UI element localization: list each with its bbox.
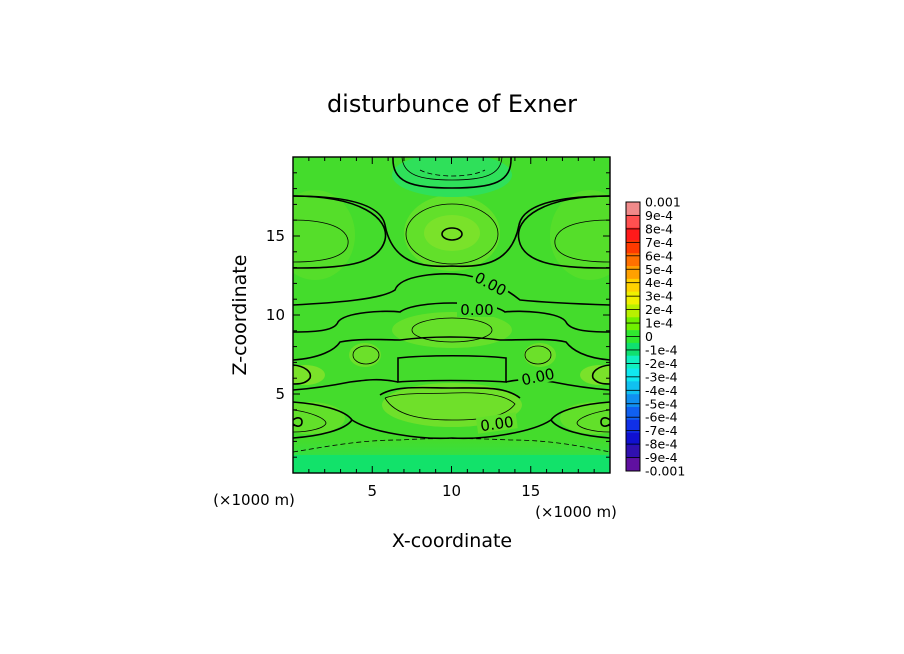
- x-tick-label: 10: [442, 482, 461, 500]
- colorbar-label: 2e-4: [645, 302, 673, 317]
- x-tick-label: 5: [367, 482, 377, 500]
- contour-field: [293, 157, 610, 473]
- contour-label: 0.00: [479, 413, 515, 435]
- colorbar-label: 9e-4: [645, 208, 673, 223]
- colorbar-label: -7e-4: [645, 423, 678, 438]
- colorbar-label: 4e-4: [645, 275, 673, 290]
- colorbar-label: -1e-4: [645, 342, 678, 357]
- colorbar-swatch: [626, 342, 640, 357]
- colorbar-label: -8e-4: [645, 437, 678, 452]
- y-unit-note: (×1000 m): [213, 491, 295, 509]
- colorbar-swatch: [626, 355, 640, 369]
- colorbar-label: -2e-4: [645, 356, 678, 371]
- colorbar-swatch: [626, 419, 640, 433]
- colorbar-label: 0: [645, 329, 653, 344]
- colorbar-label: 5e-4: [645, 262, 673, 277]
- colorbar-swatch: [626, 406, 640, 421]
- colorbar-swatch: [626, 368, 640, 382]
- colorbar-label: 3e-4: [645, 289, 673, 304]
- x-tick-label: 15: [521, 482, 540, 500]
- y-tick-label: 15: [266, 227, 285, 245]
- colorbar: 0.0019e-48e-47e-46e-45e-44e-43e-42e-41e-…: [625, 195, 685, 479]
- x-axis-ticks: 5 10 15: [308, 157, 595, 500]
- x-axis-label: X-coordinate: [392, 530, 512, 552]
- colorbar-swatch: [626, 291, 640, 305]
- colorbar-swatch: [626, 253, 640, 267]
- colorbar-label: -6e-4: [645, 410, 678, 425]
- colorbar-swatch: [626, 214, 640, 228]
- y-tick-label: 5: [275, 385, 285, 403]
- colorbar-swatch: [626, 432, 640, 446]
- y-axis-ticks: 5 10 15: [266, 172, 610, 458]
- chart-title: disturbunce of Exner: [327, 90, 577, 118]
- colorbar-swatch: [626, 304, 640, 318]
- colorbar-label: -0.001: [645, 464, 685, 479]
- colorbar-label: -3e-4: [645, 369, 678, 384]
- colorbar-label: 6e-4: [645, 248, 673, 263]
- colorbar-swatch: [626, 445, 640, 459]
- colorbar-swatch: [626, 317, 640, 331]
- colorbar-swatch: [626, 227, 640, 241]
- y-axis-label: Z-coordinate: [229, 255, 251, 376]
- colorbar-label: -9e-4: [645, 450, 678, 465]
- colorbar-label: 8e-4: [645, 221, 673, 236]
- contour-label: 0.00: [460, 301, 493, 319]
- colorbar-swatch: [626, 458, 640, 472]
- colorbar-swatch: [626, 240, 640, 254]
- colorbar-swatch: [626, 381, 640, 395]
- colorbar-swatch: [626, 278, 640, 292]
- colorbar-label: 7e-4: [645, 235, 673, 250]
- colorbar-swatch: [626, 266, 640, 280]
- colorbar-swatch: [626, 202, 640, 216]
- colorbar-label: -5e-4: [645, 396, 678, 411]
- colorbar-swatch: [626, 394, 640, 408]
- colorbar-label: 0.001: [645, 195, 681, 210]
- colorbar-label: 1e-4: [645, 316, 673, 331]
- y-tick-label: 10: [266, 306, 285, 324]
- x-unit-note: (×1000 m): [535, 503, 617, 521]
- colorbar-label: -4e-4: [645, 383, 678, 398]
